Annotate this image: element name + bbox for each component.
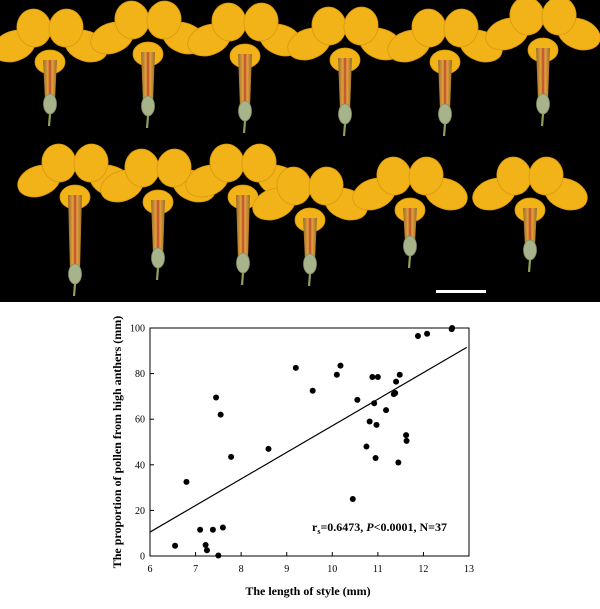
y-tick-label: 20 [135, 506, 145, 517]
data-point [449, 325, 456, 331]
regression-line [149, 346, 468, 533]
data-point [219, 524, 226, 531]
data-point [403, 432, 410, 439]
stat-r-value: =0.6473, [320, 520, 366, 534]
data-point [373, 421, 380, 428]
flower [17, 143, 133, 297]
data-point [265, 445, 272, 452]
x-tick-label: 7 [193, 564, 198, 575]
flower-photo-panel [0, 0, 600, 302]
x-tick-label: 6 [148, 564, 153, 575]
flower [485, 0, 600, 127]
y-tick-label: 80 [135, 369, 145, 380]
data-point [209, 526, 216, 533]
data-point [403, 437, 410, 444]
stat-r-symbol: r [312, 520, 318, 534]
data-point [371, 400, 378, 407]
y-tick-label: 40 [135, 460, 145, 471]
data-point [172, 542, 179, 549]
data-point [369, 374, 376, 381]
x-tick-label: 13 [464, 564, 474, 575]
data-point [337, 362, 344, 369]
data-point [202, 542, 209, 549]
data-point [374, 374, 381, 381]
data-point [213, 394, 220, 401]
data-point [333, 371, 340, 378]
x-axis-label: The length of style (mm) [245, 584, 370, 598]
stat-p-value: <0.0001, N=37 [374, 520, 447, 534]
flower [0, 8, 108, 127]
scatter-chart-panel: 6 7 8 9 10 11 12 13 0 20 40 60 80 100 The length of s… [0, 302, 600, 604]
x-tick-label: 12 [418, 564, 428, 575]
stat-annotation: rs=0.6473, P<0.0001, N=37 [312, 520, 447, 536]
y-axis-label: The proportion of pollen from high anthe… [110, 316, 124, 569]
flower [90, 0, 206, 129]
y-tick-label: 100 [130, 324, 145, 335]
data-point [366, 418, 373, 425]
data-point [309, 387, 316, 394]
data-point [395, 459, 402, 466]
x-tick-label: 9 [284, 564, 289, 575]
flower-photo [0, 0, 600, 297]
data-point [349, 496, 356, 502]
flower [287, 6, 403, 137]
flower [252, 166, 368, 287]
data-point [228, 453, 235, 460]
data-point [393, 378, 400, 385]
data-point [183, 478, 190, 485]
flower [187, 2, 303, 134]
data-point [392, 389, 399, 396]
plot-frame [149, 327, 470, 557]
x-tick-label: 10 [327, 564, 337, 575]
data-point [396, 371, 403, 378]
data-point [203, 547, 210, 554]
stat-p-symbol: P [366, 520, 374, 534]
data-point [197, 526, 204, 533]
data-point [363, 443, 370, 450]
data-point [383, 407, 390, 414]
flower [472, 156, 588, 273]
data-point [217, 411, 224, 418]
x-tick-label: 8 [239, 564, 244, 575]
y-tick-label: 0 [140, 552, 145, 563]
flower [352, 156, 468, 269]
flower [387, 8, 503, 137]
scatter-chart: 6 7 8 9 10 11 12 13 0 20 40 60 80 100 The length of s… [110, 316, 474, 598]
data-point [292, 364, 299, 371]
y-tick-label: 60 [135, 415, 145, 426]
data-point [424, 330, 431, 337]
data-point [372, 454, 379, 461]
stat-r-subscript: s [317, 527, 320, 536]
data-point [354, 396, 361, 403]
data-point [215, 552, 222, 559]
data-point [414, 332, 421, 339]
x-tick-label: 11 [373, 564, 383, 575]
